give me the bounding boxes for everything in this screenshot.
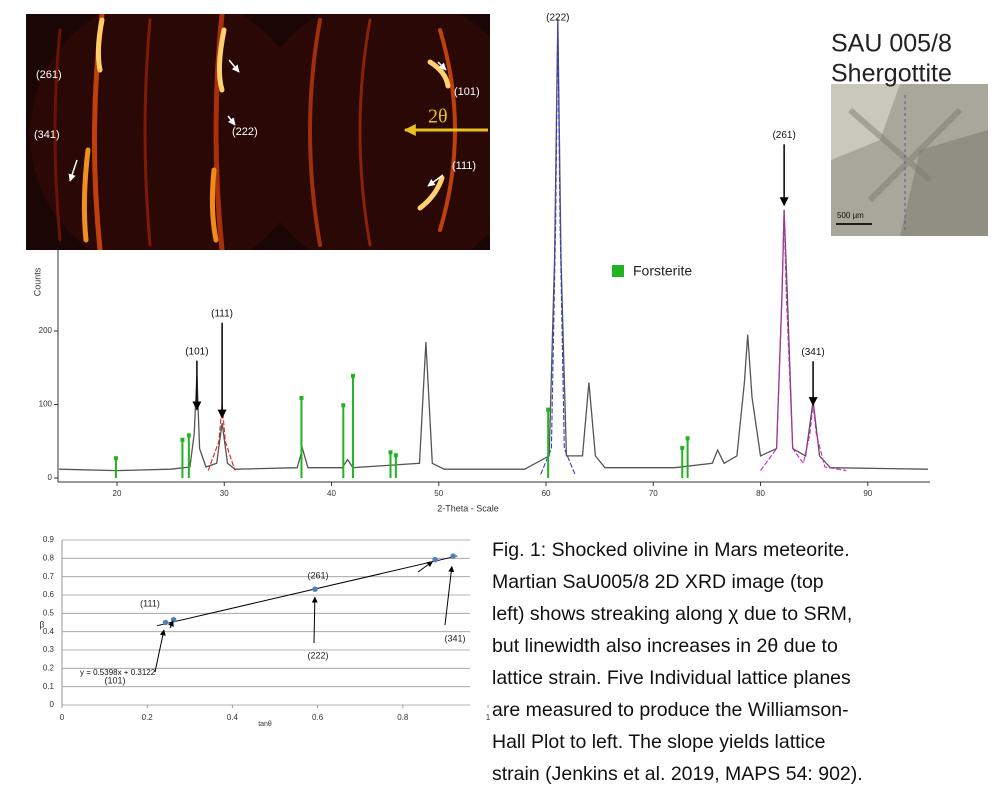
image-plane-label: (341) — [34, 129, 60, 141]
caption-line: lattice strain. Five Individual lattice … — [492, 667, 851, 689]
point-label-arrow — [314, 597, 315, 643]
peak-label: (261) — [772, 130, 795, 141]
sample-name: SAU 005/8 — [831, 30, 952, 58]
data-point — [171, 617, 177, 623]
reference-stick-cap — [394, 453, 398, 457]
caption-line: Hall Plot to left. The slope yields latt… — [492, 731, 825, 753]
image-plane-label: (222) — [232, 126, 258, 138]
caption-line: left) shows streaking along χ due to SRM… — [492, 603, 852, 625]
y-tick-label: 0.1 — [43, 682, 55, 691]
y-tick-label: 200 — [39, 326, 53, 335]
reference-stick-cap — [299, 396, 303, 400]
x-tick-label: 30 — [220, 489, 229, 498]
legend-swatch — [612, 265, 624, 277]
y-tick-label: 0 — [48, 473, 53, 482]
y-axis-label: Counts — [32, 267, 42, 296]
data-point — [432, 557, 438, 563]
x-tick-label: 0.6 — [312, 713, 324, 722]
reference-stick-cap — [546, 408, 550, 412]
peak-label: (222) — [546, 12, 569, 23]
x-tick-label: 80 — [756, 489, 765, 498]
y-tick-label: 0.5 — [43, 608, 55, 617]
y-tick-label: 100 — [39, 400, 53, 409]
y-axis-label: β — [39, 619, 44, 629]
y-tick-label: 0 — [50, 700, 55, 709]
peak-label: (101) — [185, 346, 208, 357]
legend-label: Forsterite — [633, 263, 692, 279]
point-label-arrow — [445, 566, 452, 625]
x-axis-label: tanθ — [258, 721, 272, 728]
xrd-image — [26, 0, 530, 275]
pattern-line — [761, 213, 847, 470]
image-plane-label: (261) — [36, 69, 62, 81]
y-tick-label: 0.3 — [43, 645, 55, 654]
peak-label: (341) — [801, 347, 824, 358]
y-tick-label: 0.6 — [43, 590, 55, 599]
x-tick-label: 60 — [542, 489, 551, 498]
x-tick-label: 0.4 — [227, 713, 239, 722]
reference-stick-cap — [187, 433, 191, 437]
reference-stick-cap — [180, 438, 184, 442]
x-tick-label: 0 — [60, 713, 65, 722]
point-label: (341) — [444, 633, 465, 643]
data-point — [163, 620, 169, 626]
y-tick-label: 0.2 — [43, 663, 55, 672]
x-tick-label: 90 — [863, 489, 872, 498]
page: { "image_panel": {"labels": ["(261)", "(… — [0, 0, 994, 812]
caption-line: Martian SaU005/8 2D XRD image (top — [492, 571, 824, 593]
scale-bar-label: 500 µm — [837, 211, 864, 220]
reference-stick-cap — [351, 374, 355, 378]
reference-stick-cap — [341, 403, 345, 407]
y-tick-label: 0.4 — [43, 627, 55, 636]
x-axis-label: 2-Theta - Scale — [437, 503, 499, 513]
two-theta-label: 2θ — [428, 106, 448, 128]
point-label: (222) — [307, 650, 328, 660]
x-tick-label: 40 — [327, 489, 336, 498]
point-label: (101) — [104, 675, 125, 685]
reference-stick-cap — [680, 446, 684, 450]
x-tick-label: 0.2 — [142, 713, 154, 722]
figure: (261)(222)(341)(101)(111)2θ 010020020304… — [0, 0, 994, 812]
y-tick-label: 0.8 — [43, 553, 55, 562]
y-tick-label: 0.9 — [43, 535, 55, 544]
x-tick-label: 1 — [486, 713, 491, 722]
data-point — [450, 553, 456, 559]
image-plane-label: (101) — [454, 86, 480, 98]
caption-line: strain (Jenkins et al. 2019, MAPS 54: 90… — [492, 763, 863, 785]
x-tick-label: 20 — [113, 489, 122, 498]
caption-line: are measured to produce the Williamson- — [492, 699, 849, 721]
image-plane-label: (111) — [452, 160, 476, 172]
x-tick-label: 0.8 — [397, 713, 409, 722]
y-tick-label: 0.7 — [43, 572, 55, 581]
sample-type: Shergottite — [831, 60, 952, 88]
pattern-line — [541, 22, 575, 474]
caption-line: but linewidth also increases in 2θ due t… — [492, 635, 838, 657]
reference-stick-cap — [388, 450, 392, 454]
reference-stick-cap — [114, 456, 118, 460]
peak-label: (111) — [211, 308, 233, 319]
point-label: (261) — [307, 570, 328, 580]
x-tick-label: 50 — [434, 489, 443, 498]
point-label-arrow — [155, 630, 164, 672]
point-label: (111) — [140, 598, 160, 608]
caption-line: Fig. 1: Shocked olivine in Mars meteorit… — [492, 539, 850, 561]
x-tick-label: 70 — [649, 489, 658, 498]
data-point — [312, 586, 318, 592]
trendline — [157, 556, 457, 626]
reference-stick-cap — [686, 436, 690, 440]
